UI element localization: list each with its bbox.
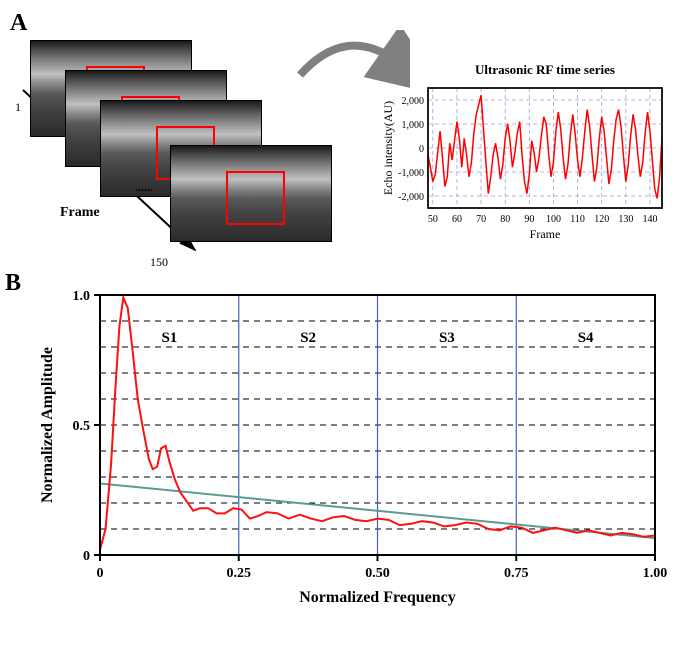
ellipsis: ...... — [135, 180, 153, 195]
frame-start-label: 1 — [15, 100, 21, 115]
svg-text:0.50: 0.50 — [365, 566, 390, 581]
svg-text:110: 110 — [570, 214, 585, 225]
svg-text:90: 90 — [524, 214, 534, 225]
svg-text:1.00: 1.00 — [643, 566, 668, 581]
svg-text:1,000: 1,000 — [402, 120, 425, 131]
svg-text:S1: S1 — [161, 330, 177, 346]
timeseries-svg: Ultrasonic RF time series -2,000 -1,000 0 1,… — [380, 60, 670, 240]
svg-text:120: 120 — [594, 214, 609, 225]
panel-b: B 00.250.500.751.0000.51.0S1S2S3S4Normal… — [10, 280, 675, 630]
svg-text:Frame: Frame — [530, 227, 561, 240]
spectrum-chart: 0 0.25 0.50 0.75 1.00 0 0.5 1.0 S1 S2 S3 S4 Normaliz… — [30, 280, 670, 610]
svg-text:Normalized Frequency: Normalized Frequency — [299, 589, 456, 606]
roi-box — [226, 171, 285, 225]
svg-text:0: 0 — [97, 566, 104, 581]
svg-text:130: 130 — [618, 214, 633, 225]
timeseries-chart: Ultrasonic RF time series -2,000 -1,000 0 1,… — [380, 60, 670, 240]
svg-text:2,000: 2,000 — [402, 96, 425, 107]
panel-b-label: B — [5, 270, 21, 297]
svg-text:Ultrasonic RF time series: Ultrasonic RF time series — [475, 62, 615, 77]
svg-text:S2: S2 — [300, 330, 316, 346]
svg-text:S3: S3 — [439, 330, 455, 346]
svg-text:S4: S4 — [578, 330, 594, 346]
ultrasound-frame — [170, 145, 332, 242]
svg-text:70: 70 — [476, 214, 486, 225]
svg-text:60: 60 — [452, 214, 462, 225]
svg-text:50: 50 — [428, 214, 438, 225]
svg-text:Normalized Amplitude: Normalized Amplitude — [39, 347, 56, 503]
svg-text:-1,000: -1,000 — [398, 168, 424, 179]
svg-text:-2,000: -2,000 — [398, 192, 424, 203]
panel-a: A 1 Frame 150 ...... Ultrasonic RF time … — [10, 10, 675, 270]
svg-text:1.0: 1.0 — [73, 289, 91, 304]
svg-text:80: 80 — [500, 214, 510, 225]
svg-text:140: 140 — [642, 214, 657, 225]
svg-text:0: 0 — [83, 549, 90, 564]
svg-text:0: 0 — [419, 144, 424, 155]
svg-text:100: 100 — [546, 214, 561, 225]
svg-text:0.75: 0.75 — [504, 566, 529, 581]
svg-text:0.5: 0.5 — [73, 419, 91, 434]
frame-end-label: 150 — [150, 255, 168, 270]
svg-text:0.25: 0.25 — [227, 566, 252, 581]
svg-text:Echo intensity(AU): Echo intensity(AU) — [381, 101, 395, 195]
